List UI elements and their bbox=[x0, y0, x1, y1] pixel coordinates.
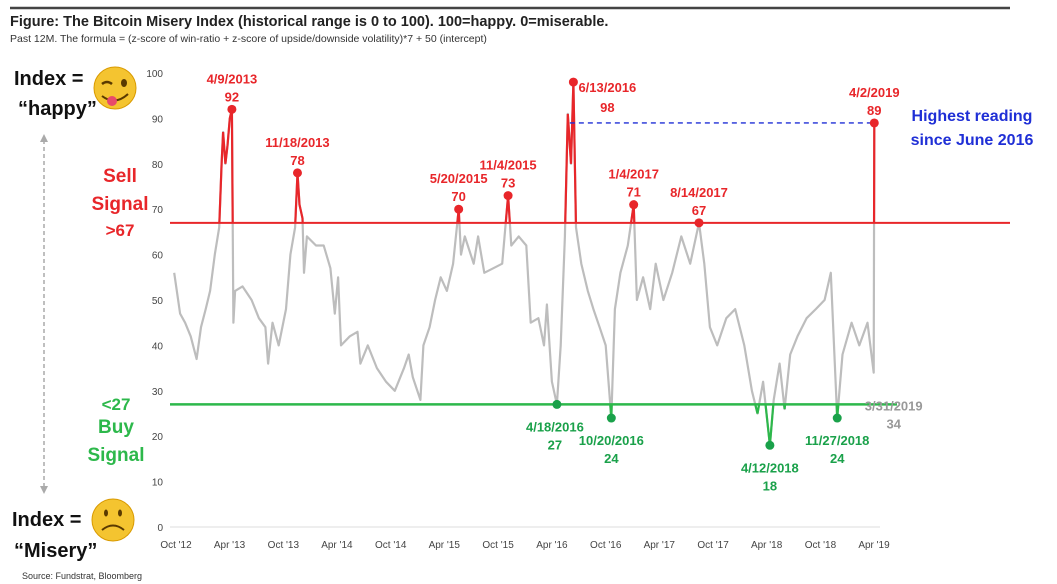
buy-label-line1: <27 bbox=[102, 395, 131, 414]
annotation-marker bbox=[552, 399, 562, 409]
annotation-date: 4/18/2016 bbox=[526, 419, 584, 434]
y-tick-label: 70 bbox=[152, 205, 164, 216]
annotation-date: 4/12/2018 bbox=[741, 460, 799, 475]
annotation-date: 3/31/2019 bbox=[865, 399, 923, 414]
buy-label-line3: Signal bbox=[87, 445, 144, 466]
annotation-value: 89 bbox=[867, 103, 881, 118]
buy-label-line2: Buy bbox=[98, 417, 134, 438]
happy-label-line2: “happy” bbox=[18, 98, 97, 120]
sell-label-line3: >67 bbox=[106, 221, 135, 240]
annotation-marker bbox=[227, 104, 237, 114]
annotation-value: 27 bbox=[548, 437, 562, 452]
annotation-date: 11/27/2018 bbox=[805, 433, 869, 448]
x-tick-label: Oct '15 bbox=[482, 540, 514, 551]
annotation-value: 34 bbox=[886, 417, 901, 432]
y-tick-label: 100 bbox=[146, 69, 163, 80]
y-tick-label: 60 bbox=[152, 251, 164, 262]
annotation-value: 92 bbox=[225, 89, 239, 104]
highlight-text-line1: Highest reading bbox=[912, 108, 1033, 125]
annotation-marker bbox=[629, 200, 639, 210]
happy-label-line1: Index = bbox=[14, 68, 83, 90]
winking-tongue-emoji-icon bbox=[93, 66, 137, 110]
chart-title: Figure: The Bitcoin Misery Index (histor… bbox=[10, 14, 608, 30]
y-tick-label: 0 bbox=[157, 523, 163, 534]
y-tick-label: 90 bbox=[152, 114, 164, 125]
axes: 0 10 20 30 40 50 60 70 80 90 100 Oct '12 Apr '13 Oct … bbox=[146, 69, 890, 551]
annotation-marker bbox=[694, 218, 704, 228]
sell-label-line2: Signal bbox=[91, 194, 148, 215]
y-tick-label: 10 bbox=[152, 478, 164, 489]
annotation-marker bbox=[454, 204, 464, 214]
misery-label-line1: Index = bbox=[12, 509, 81, 531]
annotation-date: 8/14/2017 bbox=[670, 185, 728, 200]
x-tick-label: Oct '18 bbox=[805, 540, 837, 551]
highlight-text-line2: since June 2016 bbox=[911, 132, 1034, 149]
x-tick-label: Apr '14 bbox=[321, 540, 353, 551]
annotation-value: 73 bbox=[501, 176, 515, 191]
x-tick-label: Oct '16 bbox=[590, 540, 622, 551]
annotation-value: 24 bbox=[604, 451, 619, 466]
x-tick-label: Apr '18 bbox=[751, 540, 783, 551]
annotation-date: 4/9/2013 bbox=[207, 71, 258, 86]
x-tick-label: Oct '14 bbox=[375, 540, 407, 551]
annotation-date: 6/13/2016 bbox=[578, 80, 636, 95]
annotation-marker bbox=[832, 413, 842, 423]
side-panel: Index = “happy” Sell Signal >67 <27 Buy … bbox=[12, 66, 149, 581]
annotation-value: 24 bbox=[830, 451, 845, 466]
x-tick-label: Oct '12 bbox=[160, 540, 192, 551]
annotation-date: 1/4/2017 bbox=[608, 167, 659, 182]
x-tick-label: Apr '15 bbox=[429, 540, 461, 551]
y-tick-label: 20 bbox=[152, 432, 164, 443]
annotation-value: 70 bbox=[451, 189, 465, 204]
y-tick-label: 40 bbox=[152, 341, 164, 352]
x-tick-label: Apr '13 bbox=[214, 540, 246, 551]
annotation-value: 78 bbox=[290, 153, 304, 168]
sell-label-line1: Sell bbox=[103, 166, 137, 187]
arrow-up-icon bbox=[40, 134, 48, 142]
annotation-marker bbox=[292, 168, 302, 178]
annotation-marker bbox=[568, 77, 578, 87]
annotation-date: 11/4/2015 bbox=[480, 158, 537, 173]
x-tick-label: Apr '17 bbox=[644, 540, 676, 551]
x-tick-label: Apr '19 bbox=[858, 540, 890, 551]
y-tick-label: 80 bbox=[152, 160, 164, 171]
x-tick-label: Oct '17 bbox=[697, 540, 729, 551]
annotation-marker bbox=[606, 413, 616, 423]
y-tick-label: 50 bbox=[152, 296, 164, 307]
source-note: Source: Fundstrat, Bloomberg bbox=[22, 571, 142, 581]
annotation-marker bbox=[765, 440, 775, 450]
x-tick-label: Apr '16 bbox=[536, 540, 568, 551]
chart-subtitle: Past 12M. The formula = (z-score of win-… bbox=[10, 33, 487, 45]
misery-label-line2: “Misery” bbox=[14, 540, 97, 562]
series-line bbox=[173, 81, 876, 447]
annotations: Highest reading since June 2016 4/9/2013 92… bbox=[207, 71, 1034, 493]
annotation-value: 18 bbox=[763, 478, 777, 493]
frowning-face-emoji-icon bbox=[91, 498, 135, 542]
plot-area bbox=[170, 81, 1010, 447]
arrow-down-icon bbox=[40, 486, 48, 494]
annotation-date: 10/20/2016 bbox=[579, 433, 644, 448]
annotation-marker bbox=[503, 191, 513, 201]
annotation-date: 11/18/2013 bbox=[265, 135, 329, 150]
annotation-marker bbox=[869, 118, 879, 128]
annotation-date: 4/2/2019 bbox=[849, 85, 900, 100]
annotation-value: 71 bbox=[626, 185, 640, 200]
x-tick-label: Oct '13 bbox=[268, 540, 300, 551]
y-tick-label: 30 bbox=[152, 387, 164, 398]
annotation-value: 98 bbox=[600, 100, 614, 115]
annotation-date: 5/20/2015 bbox=[430, 171, 488, 186]
annotation-value: 67 bbox=[692, 203, 706, 218]
